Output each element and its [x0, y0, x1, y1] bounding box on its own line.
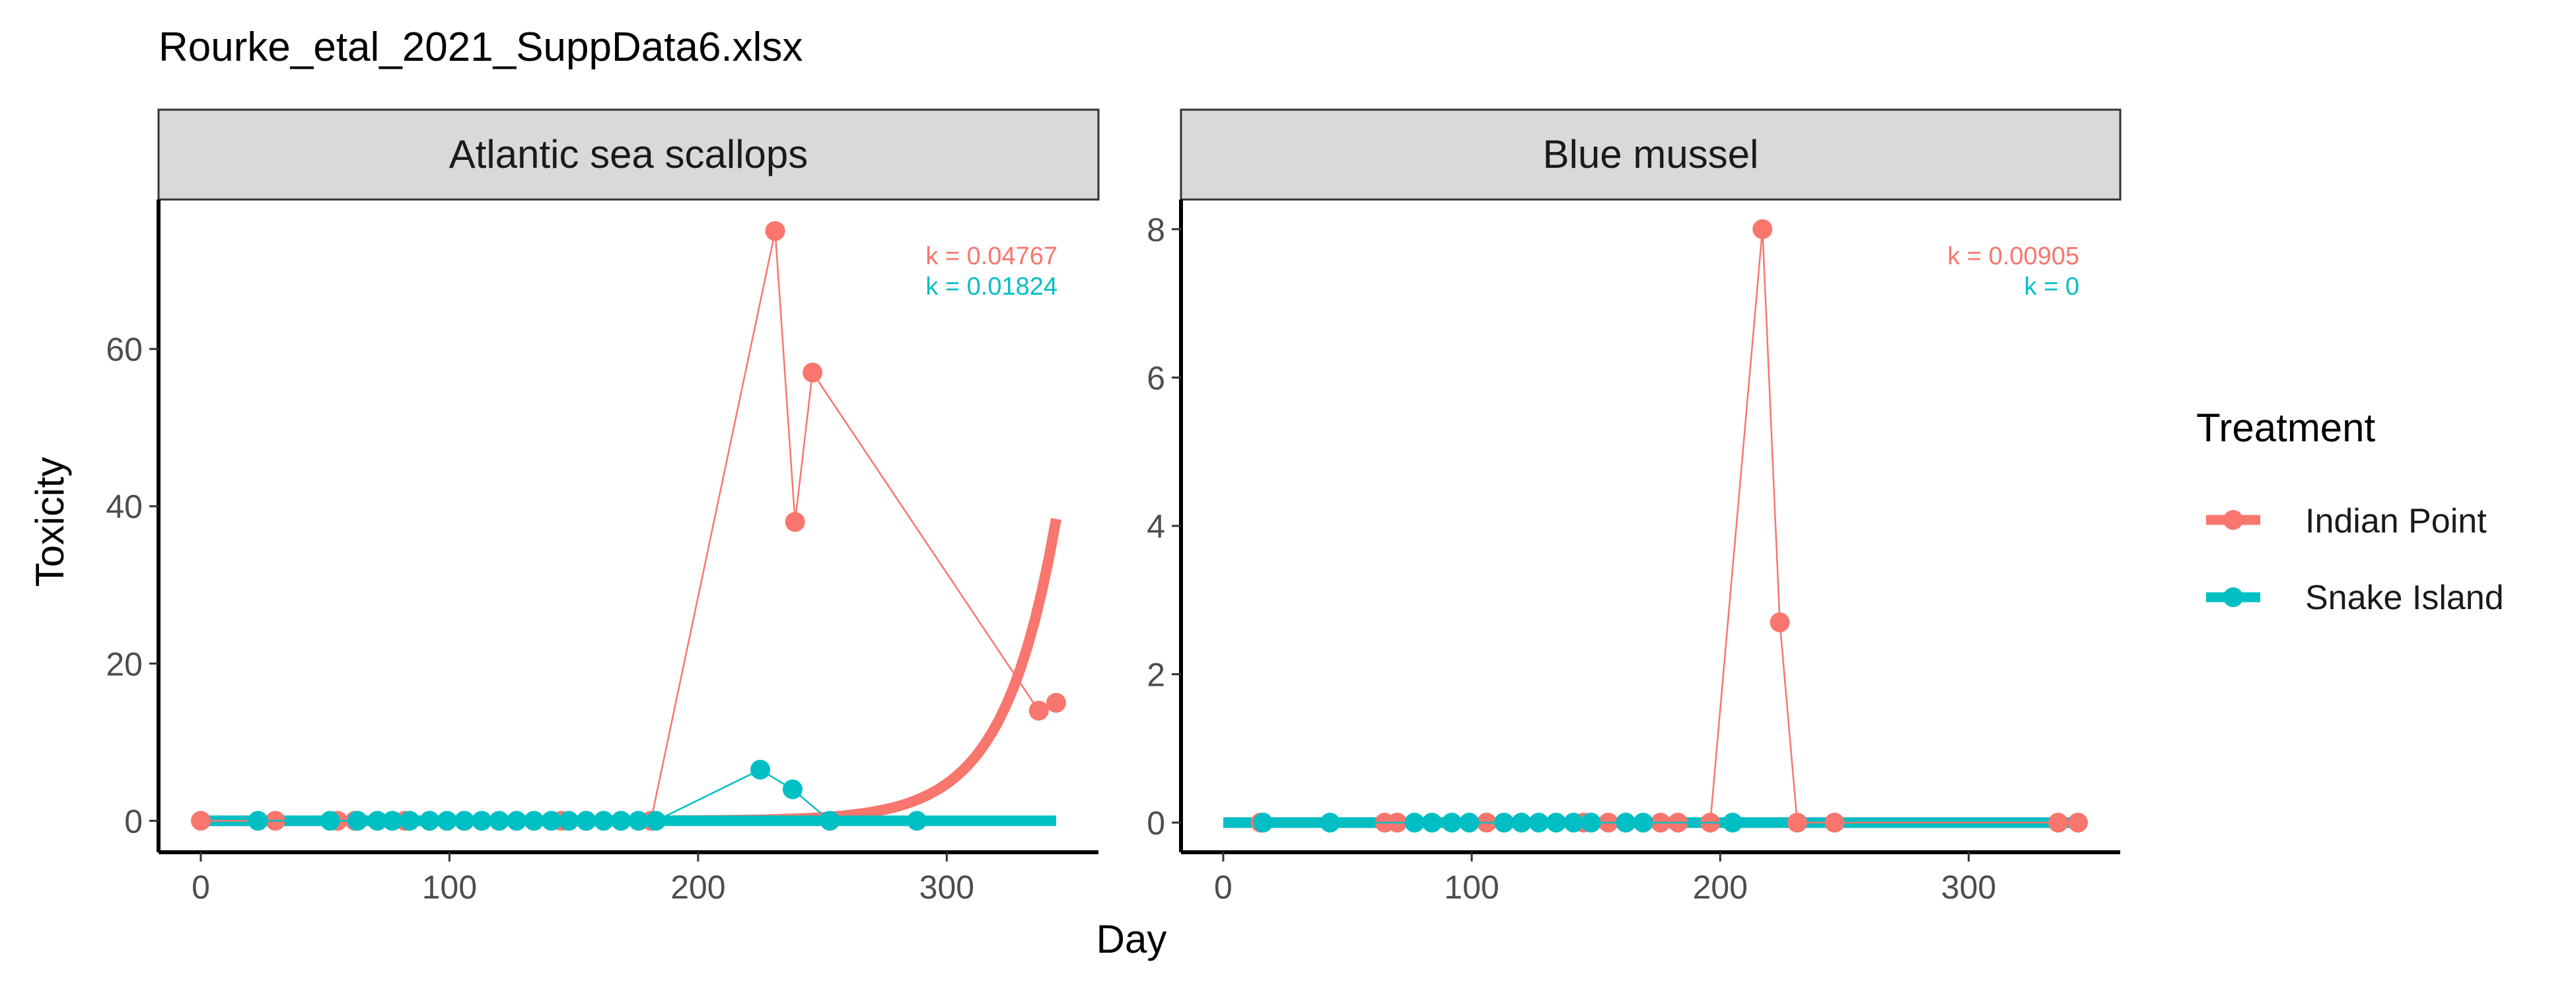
data-point-snake-island — [1320, 813, 1340, 833]
data-point-snake-island — [347, 811, 368, 831]
y-tick-label: 6 — [1147, 359, 1165, 396]
data-point-snake-island — [419, 811, 440, 831]
x-tick-label: 300 — [919, 869, 974, 906]
data-point-snake-island — [320, 811, 340, 831]
x-tick-label: 0 — [1214, 869, 1233, 906]
data-point-snake-island — [1528, 813, 1549, 833]
k-annotation-indian-point: k = 0.04767 — [925, 242, 1057, 270]
fit-curve-indian-point — [201, 518, 1061, 826]
facet-strip — [157, 108, 1100, 201]
y-tick-label: 60 — [106, 331, 143, 368]
data-point-snake-island — [576, 811, 596, 831]
data-point-snake-island — [1253, 813, 1273, 833]
y-tick-label: 8 — [1147, 211, 1165, 248]
legend-key-dot-snake-island — [2223, 587, 2243, 607]
legend-title: Treatment — [2196, 406, 2376, 450]
data-point-snake-island — [1422, 813, 1442, 833]
data-point-indian-point — [1752, 219, 1773, 239]
data-point-snake-island — [382, 811, 402, 831]
data-point-indian-point — [1787, 813, 1807, 833]
data-point-indian-point — [191, 811, 211, 831]
legend-item-snake-island: Snake Island — [2206, 579, 2504, 617]
data-point-snake-island — [472, 811, 492, 831]
data-point-indian-point — [765, 221, 785, 241]
data-point-snake-island — [248, 811, 268, 831]
data-point-snake-island — [524, 811, 544, 831]
data-point-indian-point — [803, 362, 823, 383]
data-point-snake-island — [1563, 813, 1584, 833]
data-point-snake-island — [645, 811, 666, 831]
data-point-snake-island — [1616, 813, 1636, 833]
data-point-snake-island — [400, 811, 420, 831]
x-tick-label: 200 — [1693, 869, 1748, 906]
data-point-snake-island — [489, 811, 509, 831]
data-point-snake-island — [1404, 813, 1425, 833]
data-point-snake-island — [367, 811, 388, 831]
x-tick-label: 100 — [1444, 869, 1499, 906]
data-point-indian-point — [2068, 813, 2088, 833]
data-point-snake-island — [541, 811, 561, 831]
data-point-snake-island — [454, 811, 474, 831]
x-tick-label: 100 — [422, 869, 477, 906]
data-point-snake-island — [783, 779, 803, 799]
y-tick-label: 2 — [1147, 657, 1165, 694]
y-tick-label: 20 — [106, 645, 143, 682]
series-line-indian-point — [201, 231, 1057, 822]
legend-label-snake-island: Snake Island — [2305, 579, 2504, 617]
legend: Treatment Indian Point Snake Island — [2196, 406, 2504, 617]
data-point-snake-island — [559, 811, 579, 831]
legend-key-dot-indian-point — [2223, 510, 2243, 530]
data-point-indian-point — [785, 512, 805, 532]
data-point-snake-island — [1511, 813, 1532, 833]
data-point-indian-point — [1770, 612, 1790, 632]
x-tick-label: 200 — [670, 869, 725, 906]
data-point-snake-island — [1723, 813, 1743, 833]
data-point-indian-point — [1046, 692, 1066, 713]
data-point-snake-island — [507, 811, 527, 831]
data-point-indian-point — [2048, 813, 2068, 833]
data-point-snake-island — [611, 811, 631, 831]
data-point-snake-island — [1581, 813, 1601, 833]
data-point-snake-island — [628, 811, 649, 831]
y-tick-label: 40 — [106, 488, 143, 525]
data-point-snake-island — [907, 811, 927, 831]
data-point-snake-island — [1442, 813, 1462, 833]
data-point-snake-island — [593, 811, 614, 831]
legend-label-indian-point: Indian Point — [2305, 502, 2487, 540]
y-tick-label: 0 — [1147, 805, 1165, 842]
x-tick-label: 0 — [192, 869, 210, 906]
data-point-snake-island — [750, 760, 770, 780]
k-annotation-snake-island: k = 0 — [2024, 273, 2079, 301]
x-axis-label: Day — [1096, 917, 1167, 961]
data-point-snake-island — [820, 811, 840, 831]
data-point-snake-island — [437, 811, 457, 831]
series-line-indian-point — [1260, 229, 2078, 824]
chart-title: Rourke_etal_2021_SuppData6.xlsx — [159, 24, 803, 70]
data-point-snake-island — [1494, 813, 1514, 833]
y-tick-label: 4 — [1147, 508, 1165, 545]
y-tick-label: 0 — [124, 803, 143, 840]
data-point-snake-island — [1633, 813, 1653, 833]
data-point-indian-point — [1028, 700, 1049, 721]
facet-strip — [1180, 108, 2122, 201]
facet-strip-label: Atlantic sea scallops — [449, 132, 808, 176]
panel-atlantic-sea-scallops: Atlantic sea scallops 0 20 40 60 0 100 200 300 k … — [106, 108, 1100, 906]
k-annotation-indian-point: k = 0.00905 — [1947, 242, 2079, 270]
y-axis-label: Toxicity — [28, 457, 72, 587]
data-point-snake-island — [1546, 813, 1566, 833]
data-point-snake-island — [1459, 813, 1480, 833]
x-tick-label: 300 — [1941, 869, 1996, 906]
panel-blue-mussel: Blue mussel 0 2 4 6 8 0 100 200 300 k = 0.00905 k =… — [1147, 108, 2122, 906]
legend-item-indian-point: Indian Point — [2206, 502, 2487, 540]
data-point-indian-point — [1824, 813, 1845, 833]
facet-strip-label: Blue mussel — [1543, 132, 1759, 176]
k-annotation-snake-island: k = 0.01824 — [925, 273, 1057, 301]
